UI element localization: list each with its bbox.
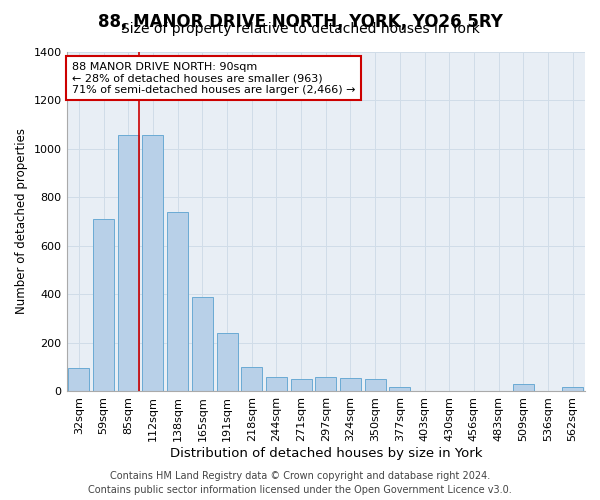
Bar [167,212,188,392]
Bar [365,380,386,392]
Bar [142,136,163,392]
Bar [118,136,139,392]
Bar [389,386,410,392]
Bar [290,380,311,392]
Text: Contains HM Land Registry data © Crown copyright and database right 2024.
Contai: Contains HM Land Registry data © Crown c… [88,471,512,495]
Text: Size of property relative to detached houses in York: Size of property relative to detached ho… [121,22,479,36]
Bar [217,333,238,392]
Bar [315,377,336,392]
Text: 88, MANOR DRIVE NORTH, YORK, YO26 5RY: 88, MANOR DRIVE NORTH, YORK, YO26 5RY [98,12,502,30]
Bar [93,219,114,392]
Bar [68,368,89,392]
Y-axis label: Number of detached properties: Number of detached properties [15,128,28,314]
Bar [340,378,361,392]
Bar [266,377,287,392]
Bar [192,297,213,392]
Bar [562,386,583,392]
Text: 88 MANOR DRIVE NORTH: 90sqm
← 28% of detached houses are smaller (963)
71% of se: 88 MANOR DRIVE NORTH: 90sqm ← 28% of det… [72,62,355,95]
Bar [513,384,534,392]
Bar [241,367,262,392]
X-axis label: Distribution of detached houses by size in York: Distribution of detached houses by size … [170,447,482,460]
